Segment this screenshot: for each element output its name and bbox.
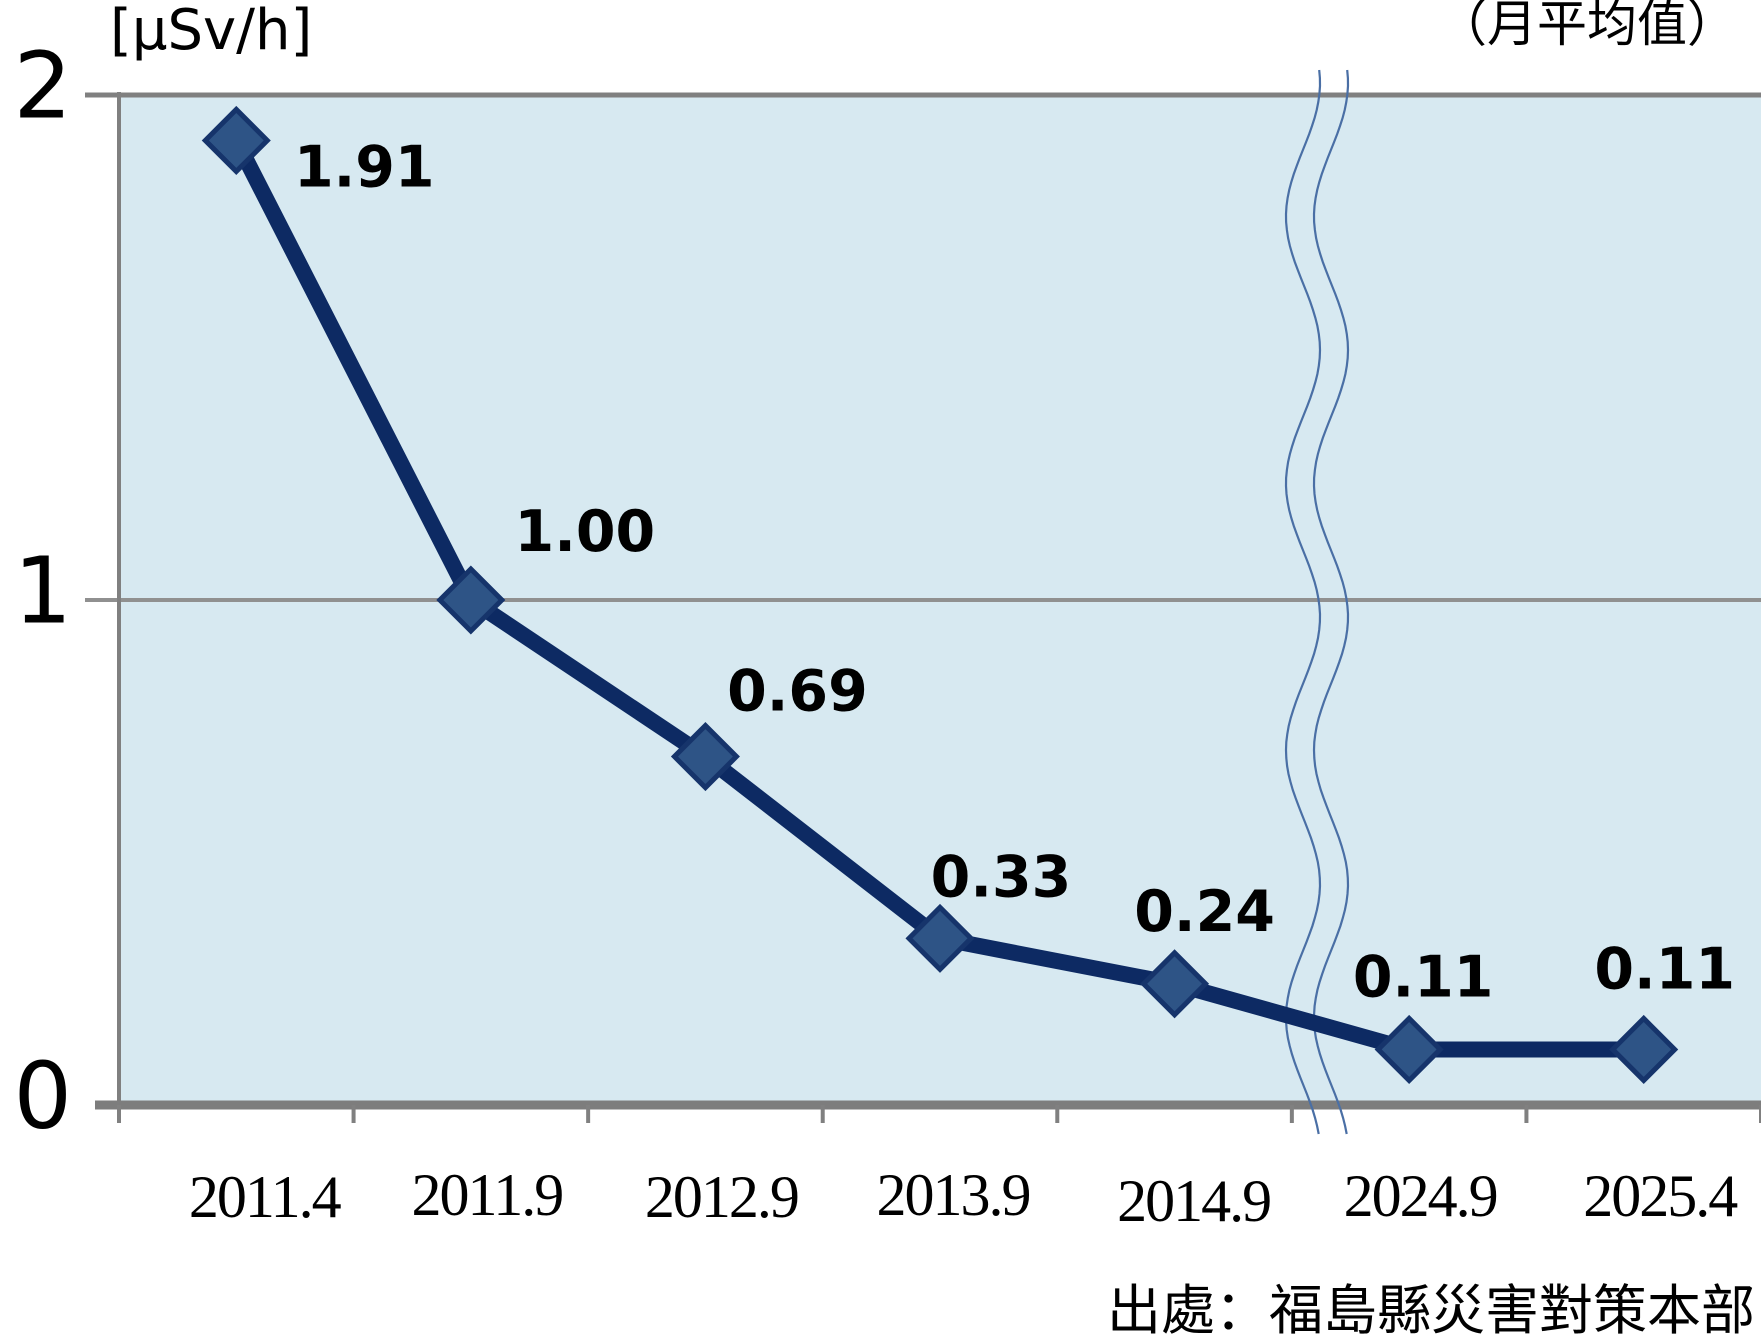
data-point-marker	[1140, 949, 1210, 1019]
x-axis-tick-label: 2011.4	[189, 1164, 342, 1230]
data-point-marker	[201, 105, 271, 175]
x-axis-tick-label: 2013.9	[877, 1162, 1030, 1228]
data-point-marker	[436, 565, 506, 635]
source-caption: 出處：福島縣災害對策本部	[1107, 1281, 1755, 1339]
x-axis-tick-label: 2014.9	[1117, 1168, 1270, 1234]
y-axis-tick-label: 2	[13, 33, 72, 140]
axis-break-wave-right	[1312, 69, 1350, 1135]
y-axis-tick-label: 1	[13, 538, 72, 645]
data-point-value-label: 1.91	[294, 134, 435, 200]
data-point-value-label: 1.00	[515, 499, 656, 565]
data-point-value-label: 0.33	[931, 844, 1072, 910]
monthly-average-annotation: （月平均值）	[1437, 0, 1737, 52]
y-axis-tick-label: 0	[13, 1043, 72, 1150]
data-point-marker	[905, 903, 975, 973]
data-point-marker	[670, 722, 740, 792]
data-point-value-label: 0.11	[1594, 936, 1735, 1002]
x-axis-tick-label: 2011.9	[411, 1162, 562, 1228]
axis-break-wave-left	[1284, 69, 1322, 1135]
data-point-value-label: 0.69	[727, 659, 868, 725]
y-axis-unit-label: [μSv/h]	[110, 0, 313, 63]
x-axis-tick-label: 2025.4	[1583, 1163, 1738, 1229]
x-axis-tick-label: 2012.9	[645, 1164, 798, 1230]
data-point-marker	[1609, 1014, 1679, 1084]
data-point-marker	[1374, 1014, 1444, 1084]
data-point-value-label: 0.11	[1353, 944, 1494, 1010]
data-point-value-label: 0.24	[1134, 879, 1275, 945]
x-axis-tick-label: 2024.9	[1344, 1163, 1497, 1229]
